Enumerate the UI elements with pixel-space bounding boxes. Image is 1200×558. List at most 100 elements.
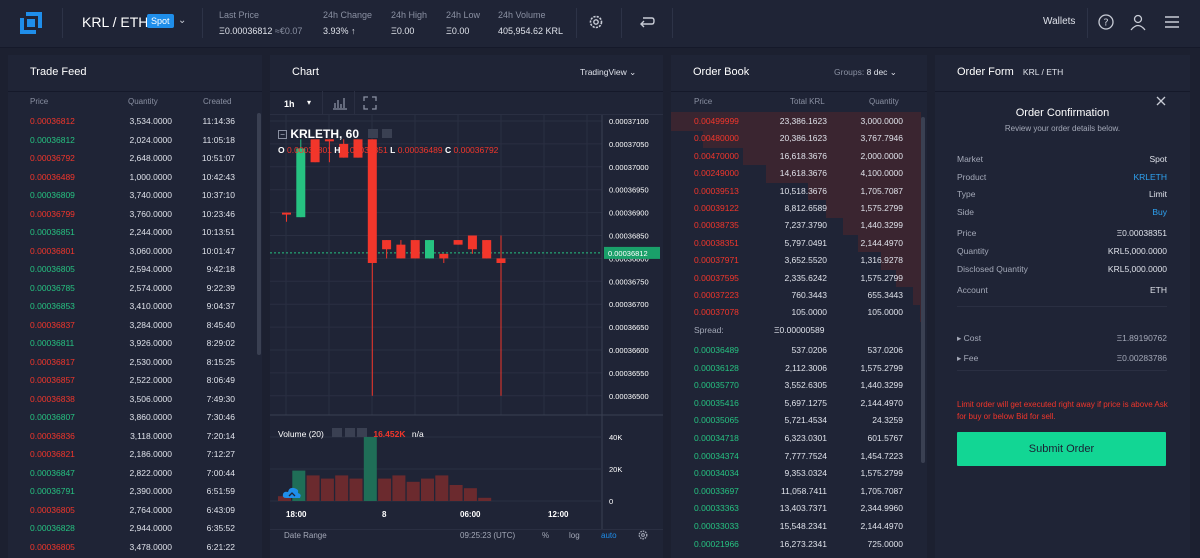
liquid-logo-icon[interactable] xyxy=(18,10,44,36)
settings-mini-icon[interactable] xyxy=(368,129,379,138)
cost-row[interactable]: ▸ Cost Ξ1.89190762 xyxy=(957,333,1167,344)
trade-price: 0.00036792 xyxy=(30,153,75,163)
trade-time: 10:01:47 xyxy=(201,245,235,256)
log-toggle[interactable]: log xyxy=(569,531,580,540)
bid-row[interactable]: 0.00035770 3,552.6305 1,440.3299 xyxy=(671,376,921,395)
groups-selector[interactable]: Groups: 8 dec ⌄ xyxy=(834,67,897,78)
divider xyxy=(621,8,622,38)
col-quantity: Quantity xyxy=(128,97,158,106)
gear-icon[interactable] xyxy=(587,13,605,31)
price-tick-label: 0.00037100 xyxy=(609,117,649,126)
bid-row[interactable]: 0.00034034 9,353.0324 1,575.2799 xyxy=(671,464,921,483)
tradingview-selector[interactable]: TradingView ⌄ xyxy=(580,67,636,78)
ask-total: 5,797.0491 xyxy=(784,237,827,248)
bid-total: 15,548.2341 xyxy=(779,521,827,531)
detail-label: Product xyxy=(957,171,987,182)
cost-value: Ξ1.89190762 xyxy=(1116,333,1167,343)
detail-label: Market xyxy=(957,154,983,164)
utc-time[interactable]: 09:25:23 (UTC) xyxy=(460,531,516,540)
bid-row[interactable]: 0.00035065 5,721.4534 24.3259 xyxy=(671,411,921,430)
bid-row[interactable]: 0.00035416 5,697.1275 2,144.4970 xyxy=(671,394,921,413)
ask-depth-bar xyxy=(671,112,921,131)
last-price-fiat: ≈€0.07 xyxy=(274,26,303,36)
ask-row[interactable]: 0.00039513 10,518.3676 1,705.7087 xyxy=(671,181,921,201)
cost-label: Cost xyxy=(963,333,982,343)
hide-mini-icon[interactable] xyxy=(344,428,355,437)
close-mini-icon[interactable] xyxy=(381,129,392,138)
menu-icon[interactable] xyxy=(1163,13,1181,31)
ask-row[interactable]: 0.00037078 105.0000 105.0000 xyxy=(671,303,921,322)
ask-depth-bar xyxy=(858,233,921,253)
wallets-link[interactable]: Wallets xyxy=(1043,16,1076,27)
scrollbar[interactable] xyxy=(257,113,261,355)
trade-row: 0.00036853 3,410.0000 9:04:37 xyxy=(8,297,253,316)
bid-row[interactable]: 0.00021966 16,273.2341 725.0000 xyxy=(671,535,921,554)
fee-row[interactable]: ▸ Fee Ξ0.00283786 xyxy=(957,353,1167,364)
close-mini-icon[interactable] xyxy=(356,428,367,437)
fee-value: Ξ0.00283786 xyxy=(1116,353,1167,363)
ask-row[interactable]: 0.00249000 14,618.3676 4,100.0000 xyxy=(671,164,921,183)
chart-symbol: − KRLETH, 60 xyxy=(278,127,392,141)
trade-price: 0.00036851 xyxy=(30,227,75,237)
ohlc-c-label: C xyxy=(444,145,452,155)
percent-toggle[interactable]: % xyxy=(542,531,550,540)
volume-bar xyxy=(421,478,434,501)
ohlc-close: 0.00036792 xyxy=(453,145,499,155)
ask-row[interactable]: 0.00499999 23,386.1623 3,000.0000 xyxy=(671,112,921,131)
ask-row[interactable]: 0.00038351 5,797.0491 2,144.4970 xyxy=(671,233,921,253)
bid-row[interactable]: 0.00034718 6,323.0301 601.5767 xyxy=(671,429,921,448)
ask-depth-bar xyxy=(913,286,921,305)
col-quantity: Quantity xyxy=(869,97,899,106)
volume-bar xyxy=(378,478,392,501)
submit-order-button[interactable]: Submit Order xyxy=(957,432,1166,466)
volume-stat: 24h Volume 405,954.62 KRL xyxy=(498,10,563,36)
trade-row: 0.00036812 3,534.0000 11:14:36 xyxy=(8,112,253,131)
candle-body xyxy=(339,143,349,158)
close-icon[interactable] xyxy=(1156,96,1166,106)
help-icon[interactable]: ? xyxy=(1097,13,1115,31)
ask-row[interactable]: 0.00480000 20,386.1623 3,767.7946 xyxy=(671,129,921,148)
return-arrow-icon[interactable] xyxy=(638,13,656,31)
caret-down-icon[interactable]: ▾ xyxy=(307,98,312,107)
chevron-down-icon: ⌄ xyxy=(889,67,897,77)
pair-selector[interactable]: KRL / ETH xyxy=(82,14,149,30)
ask-total: 20,386.1623 xyxy=(779,133,827,144)
trade-price: 0.00036805 xyxy=(30,264,75,274)
settings-mini-icon[interactable] xyxy=(332,428,343,437)
spot-badge: Spot xyxy=(147,14,174,28)
bid-row[interactable]: 0.00034374 7,777.7524 1,454.7223 xyxy=(671,447,921,466)
trade-price: 0.00036489 xyxy=(30,171,75,182)
account-label: Account xyxy=(957,285,988,295)
auto-toggle[interactable]: auto xyxy=(601,531,617,540)
scrollbar[interactable] xyxy=(921,117,925,463)
bid-row[interactable]: 0.00036489 537.0206 537.0206 xyxy=(671,341,921,360)
ask-row[interactable]: 0.00037971 3,652.5520 1,316.9278 xyxy=(671,251,921,270)
bid-total: 2,112.3006 xyxy=(785,362,827,373)
change-label: 24h Change xyxy=(323,10,373,20)
fullscreen-icon[interactable] xyxy=(363,96,377,110)
candle-body xyxy=(296,148,306,218)
col-total: Total KRL xyxy=(790,97,825,106)
ask-row[interactable]: 0.00039122 8,812.6589 1,575.2799 xyxy=(671,199,921,218)
chevron-down-icon[interactable]: ⌄ xyxy=(178,15,187,26)
trade-time: 11:14:36 xyxy=(202,116,235,126)
user-icon[interactable] xyxy=(1129,13,1147,31)
candles xyxy=(282,139,506,396)
ask-row[interactable]: 0.00038735 7,237.3790 1,440.3299 xyxy=(671,216,921,235)
indicators-icon[interactable] xyxy=(332,96,348,110)
date-range-button[interactable]: Date Range xyxy=(284,531,327,540)
gear-icon[interactable] xyxy=(637,529,649,541)
bid-row[interactable]: 0.00036128 2,112.3006 1,575.2799 xyxy=(671,359,921,378)
bid-row[interactable]: 0.00033697 11,058.7411 1,705.7087 xyxy=(671,482,921,501)
interval-selector[interactable]: 1h xyxy=(284,99,295,109)
candlestick-chart[interactable]: 0.00037100 0.00037050 0.00037000 0.00036950… xyxy=(270,115,663,558)
trade-row: 0.00036811 3,926.0000 8:29:02 xyxy=(8,334,253,353)
ask-row[interactable]: 0.00470000 16,618.3676 2,000.0000 xyxy=(671,146,921,166)
trade-quantity: 2,944.0000 xyxy=(129,523,172,533)
ask-row[interactable]: 0.00037223 760.3443 655.3443 xyxy=(671,286,921,305)
ask-row[interactable]: 0.00037595 2,335.6242 1,575.2799 xyxy=(671,268,921,288)
collapse-icon[interactable]: − xyxy=(278,130,287,139)
bid-row[interactable]: 0.00033363 13,403.7371 2,344.9960 xyxy=(671,499,921,518)
bid-row[interactable]: 0.00033033 15,548.2341 2,144.4970 xyxy=(671,517,921,536)
ask-depth-bar xyxy=(703,129,921,148)
